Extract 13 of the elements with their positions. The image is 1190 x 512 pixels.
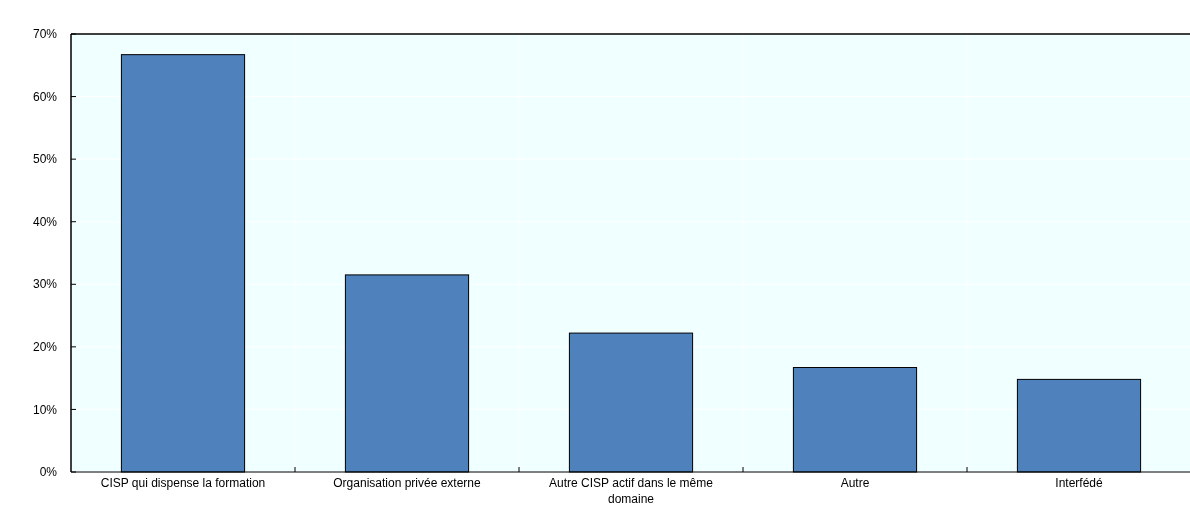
y-tick-label: 10% — [32, 402, 58, 417]
x-tick-label: Autre — [840, 476, 870, 490]
x-tick-label: Autre CISP actif dans le même domaine — [549, 476, 714, 506]
y-tick-label: 40% — [32, 214, 58, 229]
x-tick-label: CISP qui dispense la formation — [100, 476, 266, 490]
y-tick-label: 70% — [32, 27, 58, 42]
y-tick-label: 20% — [32, 340, 58, 355]
y-tick-label: 30% — [32, 277, 58, 292]
x-tick-label: Interfédé — [1055, 476, 1104, 490]
y-tick-label: 50% — [32, 152, 58, 167]
y-tick-label: 60% — [32, 89, 58, 104]
x-tick-label: Organisation privée externe — [333, 476, 482, 490]
y-tick-label: 0% — [39, 465, 58, 480]
